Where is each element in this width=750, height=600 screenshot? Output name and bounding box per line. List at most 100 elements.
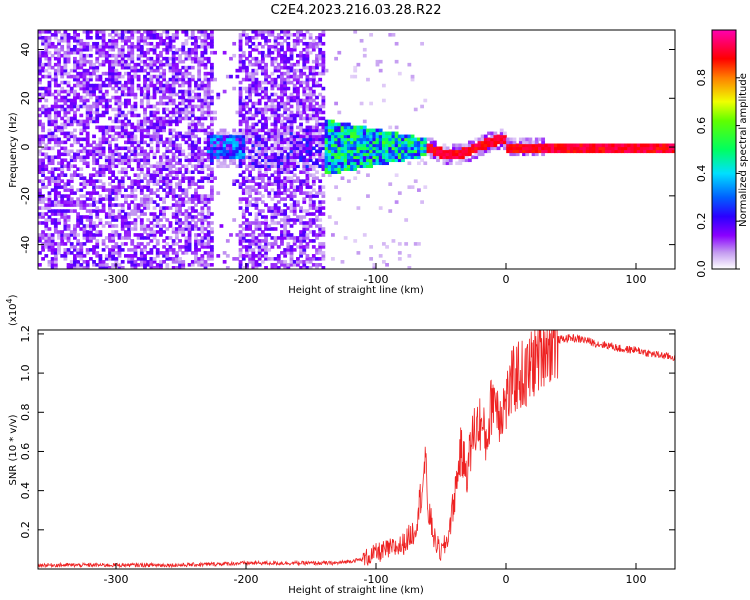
heatmap-cell: [184, 167, 189, 172]
heatmap-cell: [155, 215, 160, 219]
heatmap-cell: [241, 149, 246, 154]
heatmap-cell: [95, 74, 100, 79]
heatmap-cell: [165, 182, 170, 186]
heatmap-cell: [155, 221, 160, 225]
heatmap-cell: [136, 179, 141, 183]
heatmap-cell: [98, 146, 103, 151]
heatmap-cell: [267, 176, 272, 180]
heatmap-cell: [260, 215, 265, 219]
heatmap-cell: [143, 30, 147, 34]
heatmap-cell: [627, 143, 632, 148]
heatmap-cell: [197, 71, 202, 76]
heatmap-cell: [111, 59, 116, 64]
heatmap-cell: [359, 38, 364, 43]
heatmap-cell: [114, 176, 119, 180]
heatmap-cell: [216, 92, 221, 97]
heatmap-cell: [270, 197, 275, 201]
heatmap-cell: [47, 236, 52, 240]
heatmap-cell: [646, 143, 651, 148]
heatmap-cell: [184, 71, 189, 76]
heatmap-cell: [111, 53, 116, 58]
heatmap-cell: [60, 47, 65, 52]
heatmap-cell: [174, 185, 179, 189]
heatmap-cell: [101, 113, 106, 118]
heatmap-cell: [305, 104, 310, 109]
heatmap-cell: [69, 179, 74, 183]
heatmap-cell: [171, 59, 176, 64]
heatmap-cell: [174, 212, 179, 216]
heatmap-cell: [63, 110, 68, 115]
heatmap-cell: [257, 257, 262, 261]
heatmap-cell: [76, 221, 81, 225]
heatmap-cell: [155, 86, 160, 91]
heatmap-cell: [79, 266, 84, 269]
heatmap-cell: [143, 80, 147, 85]
heatmap-cell: [66, 83, 71, 88]
heatmap-cell: [168, 122, 173, 127]
heatmap-cell: [331, 170, 335, 174]
heatmap-cell: [171, 110, 176, 115]
heatmap-cell: [98, 194, 103, 198]
heatmap-cell: [98, 257, 103, 261]
heatmap-cell: [295, 59, 300, 64]
heatmap-cell: [251, 197, 256, 201]
heatmap-cell: [50, 53, 55, 58]
heatmap-cell: [60, 125, 65, 130]
heatmap-cell: [101, 71, 106, 76]
heatmap-cell: [254, 107, 259, 112]
heatmap-cell: [289, 32, 294, 37]
heatmap-cell: [318, 263, 323, 267]
heatmap-cell: [608, 146, 612, 151]
heatmap-cell: [238, 254, 243, 258]
heatmap-cell: [394, 137, 399, 142]
heatmap-cell: [66, 47, 71, 52]
heatmap-cell: [359, 146, 364, 151]
heatmap-cell: [283, 155, 288, 160]
heatmap-cell: [283, 212, 288, 216]
heatmap-cell: [85, 155, 90, 160]
heatmap-cell: [41, 206, 45, 210]
heatmap-cell: [292, 131, 297, 136]
heatmap-cell: [120, 50, 125, 55]
heatmap-cell: [136, 164, 141, 169]
heatmap-cell: [95, 104, 100, 109]
heatmap-cell: [286, 77, 291, 82]
heatmap-cell: [321, 143, 326, 148]
heatmap-cell: [50, 104, 55, 109]
heatmap-cell: [95, 101, 100, 106]
heatmap-cell: [168, 119, 173, 124]
heatmap-cell: [162, 74, 166, 79]
heatmap-cell: [127, 176, 131, 180]
heatmap-cell: [73, 62, 77, 67]
heatmap-cell: [57, 179, 61, 183]
heatmap-cell: [273, 77, 278, 82]
heatmap-cell: [73, 248, 77, 252]
heatmap-cell: [302, 158, 307, 163]
heatmap-cell: [372, 140, 377, 145]
heatmap-cell: [143, 176, 147, 180]
heatmap-cell: [311, 152, 316, 157]
heatmap-cell: [79, 257, 84, 261]
heatmap-cell: [550, 149, 555, 154]
heatmap-cell: [152, 218, 157, 222]
heatmap-cell: [238, 104, 243, 109]
heatmap-cell: [85, 35, 90, 40]
heatmap-cell: [318, 41, 323, 46]
heatmap-cell: [235, 257, 240, 261]
heatmap-cell: [280, 134, 284, 139]
heatmap-cell: [302, 236, 307, 240]
heatmap-cell: [171, 239, 176, 243]
heatmap-cell: [302, 134, 307, 139]
heatmap-cell: [127, 164, 131, 169]
heatmap-cell: [503, 143, 507, 148]
heatmap-cell: [79, 254, 84, 258]
heatmap-cell: [286, 59, 291, 64]
heatmap-cell: [248, 200, 252, 204]
heatmap-cell: [378, 158, 383, 163]
heatmap-cell: [229, 137, 233, 142]
heatmap-cell: [283, 89, 288, 94]
heatmap-cell: [123, 65, 128, 70]
heatmap-cell: [114, 230, 119, 234]
heatmap-cell: [187, 212, 192, 216]
heatmap-cell: [82, 200, 87, 204]
